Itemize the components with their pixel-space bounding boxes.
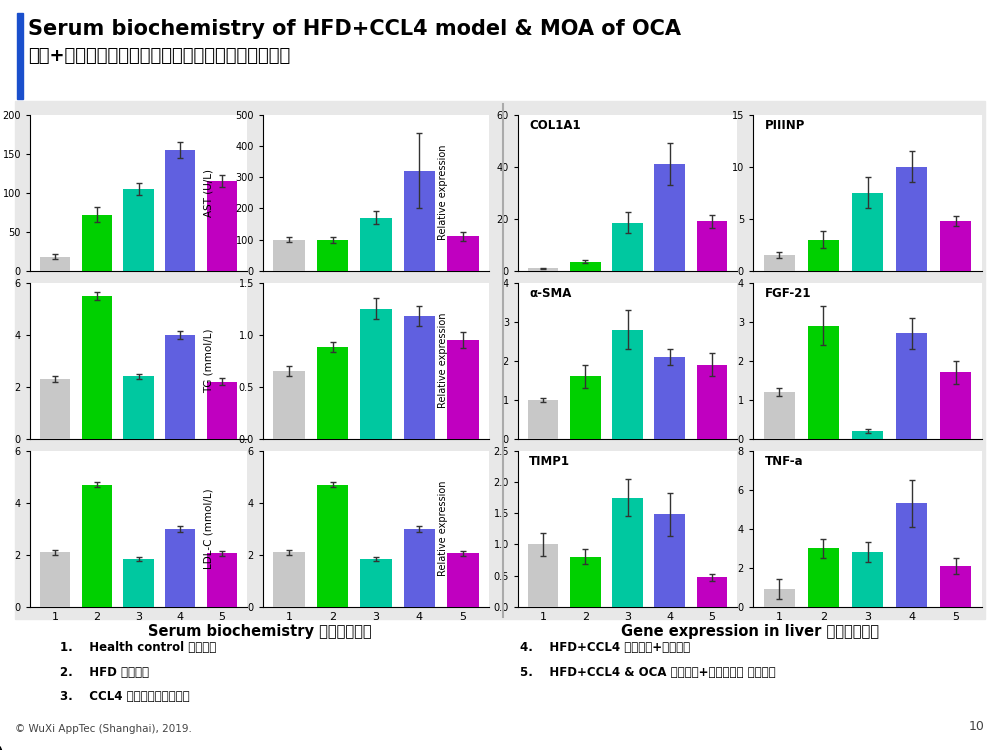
Bar [940, 373, 971, 439]
Bar [697, 578, 727, 607]
Bar [852, 431, 883, 439]
Text: TIMP1: TIMP1 [529, 455, 570, 469]
Bar [896, 334, 927, 439]
Bar [896, 503, 927, 607]
Bar [697, 364, 727, 439]
Bar [896, 166, 927, 271]
Bar [852, 552, 883, 607]
Bar [654, 514, 685, 607]
Text: Serum biochemistry 血清生化指标: Serum biochemistry 血清生化指标 [148, 624, 372, 639]
Bar [123, 189, 154, 271]
Bar [808, 548, 839, 607]
Bar [612, 497, 643, 607]
Text: PIIINP: PIIINP [764, 119, 805, 133]
Bar [764, 255, 795, 271]
Bar [940, 220, 971, 271]
Text: © WuXi AppTec (Shanghai), 2019.: © WuXi AppTec (Shanghai), 2019. [15, 724, 192, 734]
Bar [40, 379, 70, 439]
Bar [165, 334, 195, 439]
Bar [447, 236, 479, 271]
Bar [697, 221, 727, 271]
Text: Gene expression in liver 肝脏基因表达: Gene expression in liver 肝脏基因表达 [621, 624, 879, 639]
Text: 4.    HFD+CCL4 高脂馁料+四氯化碳: 4. HFD+CCL4 高脂馁料+四氯化碳 [520, 641, 690, 654]
Bar [360, 559, 392, 607]
Bar [764, 590, 795, 607]
Text: 1.    Health control 健康对照: 1. Health control 健康对照 [60, 641, 216, 654]
Bar [82, 214, 112, 271]
Bar [654, 357, 685, 439]
Bar [808, 239, 839, 271]
Text: 2.    HFD 高脂馁料: 2. HFD 高脂馁料 [60, 666, 149, 679]
Text: α-SMA: α-SMA [529, 287, 571, 301]
Bar [165, 529, 195, 607]
Bar [207, 382, 237, 439]
Bar [808, 326, 839, 439]
Bar [82, 484, 112, 607]
Bar [273, 552, 305, 607]
Bar [82, 296, 112, 439]
Bar [317, 240, 348, 271]
Text: Serum biochemistry of HFD+CCL4 model & MOA of OCA: Serum biochemistry of HFD+CCL4 model & M… [28, 19, 681, 39]
Bar [612, 329, 643, 439]
Bar [528, 544, 558, 607]
Bar [404, 316, 435, 439]
Bar [654, 164, 685, 271]
Y-axis label: AST (U/L): AST (U/L) [203, 169, 213, 217]
Bar [528, 268, 558, 271]
Bar [207, 554, 237, 607]
Bar [447, 554, 479, 607]
Bar [317, 484, 348, 607]
Bar [123, 376, 154, 439]
Bar [273, 239, 305, 271]
Text: 高脂+四氯化碳模型的血清生化及奥贝胆酸的作用机制: 高脂+四氯化碳模型的血清生化及奥贝胆酸的作用机制 [28, 46, 290, 64]
Bar [360, 217, 392, 271]
Bar [852, 193, 883, 271]
Bar [165, 150, 195, 271]
Text: TNF-a: TNF-a [764, 455, 803, 469]
Bar [528, 400, 558, 439]
Bar [612, 223, 643, 271]
Text: 5.    HFD+CCL4 & OCA 高脂馁料+四氯化碳， 奥贝胆酸: 5. HFD+CCL4 & OCA 高脂馁料+四氯化碳， 奥贝胆酸 [520, 666, 776, 679]
Bar [317, 347, 348, 439]
Bar [404, 171, 435, 271]
Text: FGF-21: FGF-21 [764, 287, 811, 301]
Bar [447, 340, 479, 439]
Y-axis label: Relative expression: Relative expression [438, 145, 448, 241]
Bar [40, 552, 70, 607]
Bar [404, 529, 435, 607]
Text: COL1A1: COL1A1 [529, 119, 581, 133]
Bar [570, 262, 601, 271]
Text: 3.    CCL4 一般馁料，四氯化碳: 3. CCL4 一般馁料，四氯化碳 [60, 690, 190, 703]
Bar [940, 566, 971, 607]
Y-axis label: TG (mmol/L): TG (mmol/L) [203, 328, 213, 393]
Y-axis label: LDL-C (mmol/L): LDL-C (mmol/L) [203, 488, 213, 569]
Bar [764, 392, 795, 439]
Bar [123, 559, 154, 607]
Bar [40, 256, 70, 271]
Bar [570, 376, 601, 439]
Bar [207, 181, 237, 271]
Bar [570, 556, 601, 607]
Y-axis label: Relative expression: Relative expression [438, 313, 448, 409]
Text: 10: 10 [969, 721, 985, 734]
Y-axis label: Relative expression: Relative expression [438, 481, 448, 577]
Bar [273, 371, 305, 439]
Bar [360, 309, 392, 439]
